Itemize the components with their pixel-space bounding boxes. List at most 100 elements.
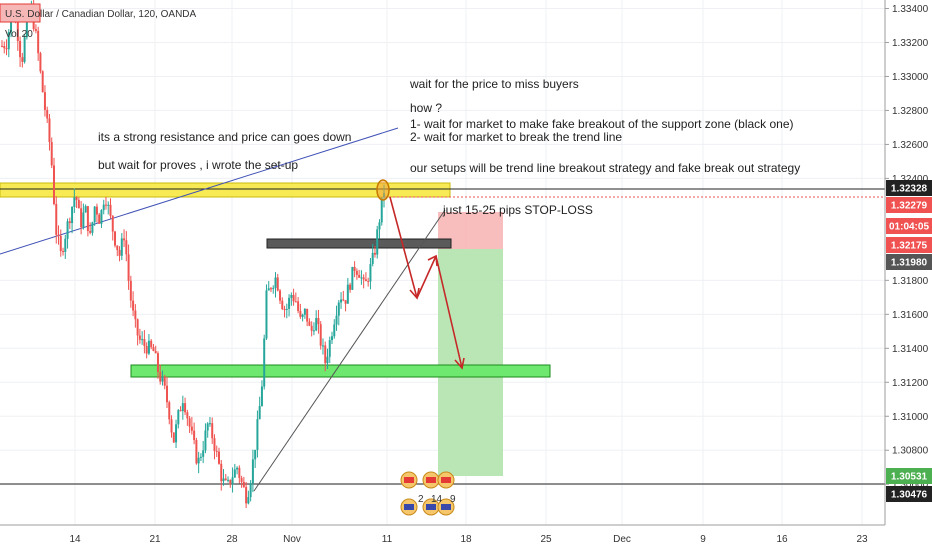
symbol-title[interactable]: U.S. Dollar / Canadian Dollar, 120, OAND… [5, 9, 197, 20]
candle [272, 285, 275, 294]
candle [217, 447, 220, 465]
candle [344, 300, 347, 312]
candle [73, 188, 76, 213]
candle [242, 476, 245, 488]
y-tick-label: 1.32600 [892, 140, 929, 151]
event-count: 14 [431, 494, 443, 505]
candle [331, 331, 334, 344]
candle [86, 205, 89, 237]
candle [147, 334, 150, 356]
breakout-marker[interactable] [376, 179, 390, 201]
fake-breakout-zone[interactable] [266, 238, 452, 249]
candle [362, 274, 365, 289]
candle [95, 203, 98, 223]
economic-events[interactable]: 2 14 9 [400, 471, 456, 516]
candle [267, 281, 270, 291]
candle [134, 304, 137, 328]
candle [342, 290, 345, 302]
candle [123, 229, 126, 248]
candle [1, 40, 3, 48]
y-tick-label: 1.31400 [892, 344, 929, 355]
x-tick-label: Dec [613, 534, 631, 545]
candle [3, 41, 6, 54]
candle [360, 270, 363, 285]
candle [326, 348, 329, 370]
candle [292, 288, 295, 306]
downtrend-line[interactable] [0, 127, 399, 255]
candle [170, 415, 173, 438]
candle [355, 268, 358, 280]
candle [251, 449, 254, 493]
candle [138, 328, 141, 344]
candle [184, 397, 187, 416]
candle [154, 345, 157, 354]
candle [227, 476, 230, 483]
candle [52, 157, 55, 206]
path-arrow-3-head [454, 357, 465, 370]
candle [222, 469, 225, 486]
price-tag: 1.32175 [886, 237, 932, 253]
candle [285, 303, 288, 319]
candle [114, 230, 117, 248]
candle [109, 198, 112, 219]
candle [197, 451, 200, 474]
x-tick-label: 11 [382, 534, 393, 545]
svg-text:1.30531: 1.30531 [891, 472, 928, 483]
candle [152, 343, 155, 352]
candle [283, 305, 286, 318]
candle [179, 406, 182, 412]
candle [68, 217, 71, 230]
price-axis[interactable] [885, 0, 932, 550]
candle [247, 490, 250, 505]
candle [21, 52, 24, 68]
candle [100, 209, 103, 228]
time-axis[interactable] [0, 525, 932, 550]
support-zone[interactable] [130, 364, 551, 378]
candle [37, 26, 40, 61]
candle [378, 219, 381, 239]
y-tick-label: 1.31800 [892, 276, 929, 287]
take-profit-zone[interactable] [438, 249, 503, 476]
candle [82, 203, 85, 230]
candle [102, 199, 105, 215]
candle [213, 434, 216, 460]
candle [337, 300, 340, 326]
candle [150, 339, 153, 350]
note-miss-buyers: wait for the price to miss buyers [409, 77, 579, 91]
x-tick-label: 28 [226, 534, 238, 545]
projected-path[interactable] [389, 196, 465, 370]
volume-label[interactable]: Vol 20 [5, 29, 33, 40]
candle [64, 234, 67, 259]
candle [193, 422, 196, 445]
candle [224, 474, 227, 481]
candle [340, 292, 343, 309]
uptrend-line[interactable] [253, 209, 446, 492]
y-tick-label: 1.31600 [892, 310, 929, 321]
candle [159, 364, 162, 385]
candle [202, 440, 205, 464]
candle [118, 246, 121, 262]
candle [245, 482, 248, 509]
candle [46, 106, 49, 123]
time-axis-ticks: 14 21 28 Nov 11 18 25 Dec 9 16 23 [69, 534, 868, 545]
candle [260, 380, 263, 407]
y-tick-label: 1.32400 [892, 174, 929, 185]
candle [129, 275, 132, 308]
path-arrow-2 [416, 255, 437, 299]
candle [249, 480, 252, 502]
y-tick-label: 1.31000 [892, 412, 929, 423]
candle [254, 449, 257, 468]
candle [84, 204, 87, 213]
svg-text:1.32175: 1.32175 [891, 241, 928, 252]
candle [156, 351, 159, 379]
note-wait-proof: but wait for proves , i wrote the set-up [98, 158, 298, 172]
candle [373, 246, 376, 258]
candle [132, 291, 135, 317]
candle [371, 243, 374, 267]
y-tick-label: 1.30600 [892, 480, 929, 491]
candle [111, 215, 114, 241]
candle [349, 282, 352, 293]
candlestick-series [1, 0, 385, 509]
